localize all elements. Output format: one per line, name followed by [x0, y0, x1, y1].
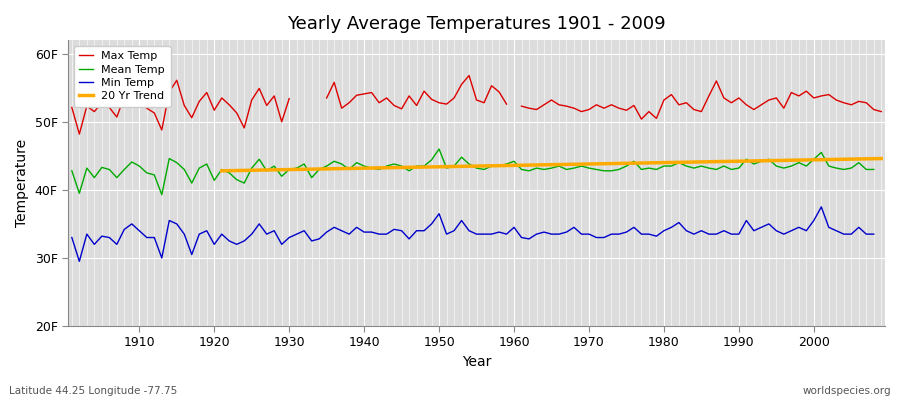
Min Temp [292, 232, 302, 236]
Max Temp [876, 109, 886, 114]
Mean Temp [337, 162, 347, 166]
Min Temp [501, 232, 512, 236]
Mean Temp [67, 168, 77, 173]
Max Temp [606, 102, 616, 107]
Max Temp [344, 100, 355, 105]
Line: Max Temp: Max Temp [72, 76, 881, 134]
Text: worldspecies.org: worldspecies.org [803, 386, 891, 396]
Mean Temp [292, 166, 302, 170]
Min Temp [337, 228, 347, 233]
Line: Min Temp: Min Temp [72, 207, 874, 261]
Mean Temp [598, 168, 609, 173]
Max Temp [126, 83, 137, 88]
Line: Mean Temp: Mean Temp [72, 149, 874, 195]
Max Temp [67, 105, 77, 110]
Mean Temp [126, 160, 137, 164]
Min Temp [67, 235, 77, 240]
Min Temp [126, 222, 137, 226]
Y-axis label: Temperature: Temperature [15, 139, 29, 227]
Legend: Max Temp, Mean Temp, Min Temp, 20 Yr Trend: Max Temp, Mean Temp, Min Temp, 20 Yr Tre… [74, 46, 171, 107]
Max Temp [516, 104, 526, 108]
Min Temp [598, 235, 609, 240]
Min Temp [508, 225, 519, 230]
Mean Temp [508, 159, 519, 164]
X-axis label: Year: Year [462, 355, 491, 369]
Mean Temp [501, 162, 512, 166]
Text: Latitude 44.25 Longitude -77.75: Latitude 44.25 Longitude -77.75 [9, 386, 177, 396]
Title: Yearly Average Temperatures 1901 - 2009: Yearly Average Temperatures 1901 - 2009 [287, 15, 666, 33]
